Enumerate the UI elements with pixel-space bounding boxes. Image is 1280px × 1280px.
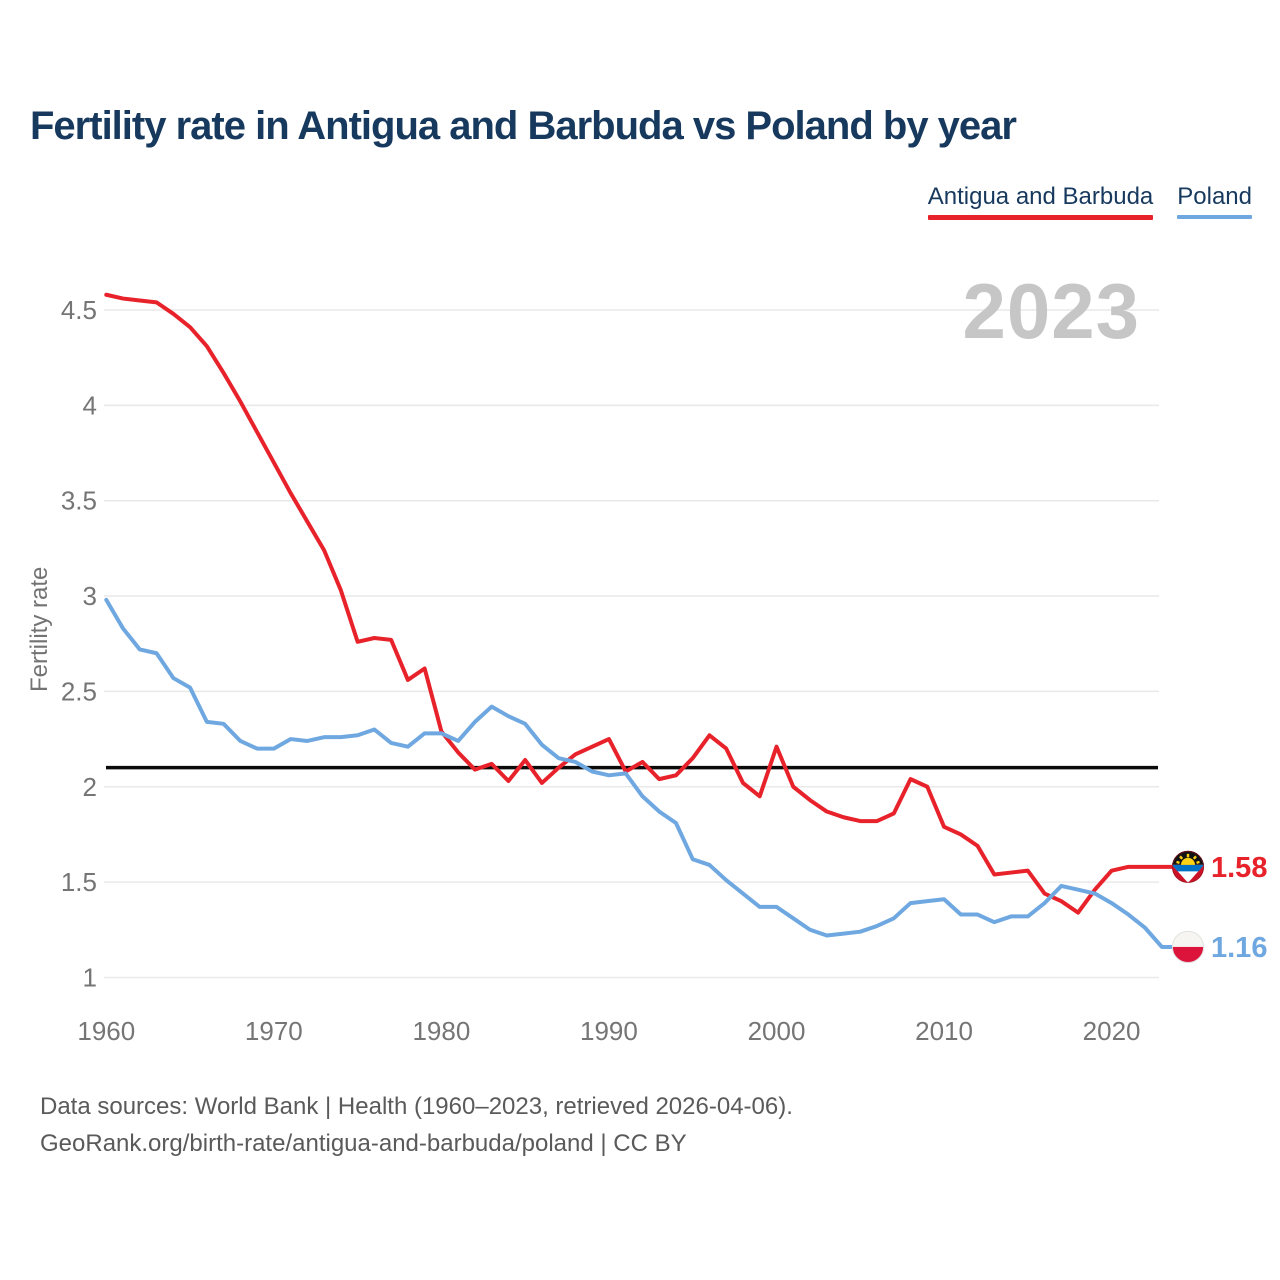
footer-attribution-link: GeoRank.org/birth-rate/antigua-and-barbu… — [40, 1130, 687, 1157]
flag-part-red-band — [1172, 946, 1204, 963]
gridlines — [104, 309, 1159, 979]
x-tick-label: 2000 — [748, 1016, 806, 1046]
legend: Antigua and Barbuda Poland — [927, 183, 1252, 220]
antigua-and-barbuda-series-line — [104, 292, 1174, 915]
y-tick-label: 1 — [83, 962, 97, 992]
x-tick-label: 2020 — [1083, 1016, 1141, 1046]
flag-rim — [1171, 850, 1205, 883]
legend-item-antigua-and-barbuda[interactable]: Antigua and Barbuda — [927, 183, 1154, 220]
y-tick-label: 1.5 — [61, 867, 97, 897]
x-tick-label: 1980 — [412, 1016, 470, 1046]
footer-data-sources: Data sources: World Bank | Health (1960–… — [40, 1093, 793, 1120]
x-axis-tick-labels: 1960 1970 1980 1990 2000 2010 2020 — [77, 1016, 1140, 1046]
y-tick-label: 4.5 — [61, 295, 97, 325]
page-title: Fertility rate in Antigua and Barbuda vs… — [30, 104, 1017, 148]
x-tick-label: 2010 — [915, 1016, 973, 1046]
y-tick-label: 3.5 — [61, 486, 97, 516]
legend-color-bar-antigua-and-barbuda — [927, 215, 1154, 220]
flag-part-sun-rays — [1176, 853, 1200, 864]
legend-item-poland[interactable]: Poland — [1177, 183, 1252, 220]
x-tick-label: 1990 — [580, 1016, 638, 1046]
poland-series-line — [104, 597, 1174, 949]
y-tick-label: 2 — [83, 772, 97, 802]
poland-flag-icon — [1171, 930, 1205, 964]
footer: Data sources: World Bank | Health (1960–… — [40, 1088, 793, 1162]
y-tick-label: 3 — [83, 581, 97, 611]
current-year-watermark: 2023 — [962, 267, 1140, 355]
legend-label-antigua-and-barbuda: Antigua and Barbuda — [927, 183, 1154, 210]
poland-end-value: 1.16 — [1211, 932, 1267, 964]
flag-rim — [1171, 930, 1205, 964]
x-tick-label: 1970 — [245, 1016, 303, 1046]
y-tick-label: 2.5 — [61, 676, 97, 706]
y-axis-tick-labels: 4.5 4 3.5 3 2.5 2 1.5 1 — [61, 295, 97, 992]
y-tick-label: 4 — [83, 390, 97, 420]
flag-part-sun — [1181, 857, 1195, 865]
flag-part-blue-band — [1172, 864, 1204, 872]
antigua-and-barbuda-flag-icon — [1171, 850, 1205, 883]
legend-color-bar-poland — [1177, 215, 1252, 219]
flag-part-white-band — [1172, 930, 1204, 947]
antigua-and-barbuda-end-value: 1.58 — [1211, 852, 1267, 884]
legend-label-poland: Poland — [1177, 183, 1252, 210]
x-tick-label: 1960 — [77, 1016, 135, 1046]
